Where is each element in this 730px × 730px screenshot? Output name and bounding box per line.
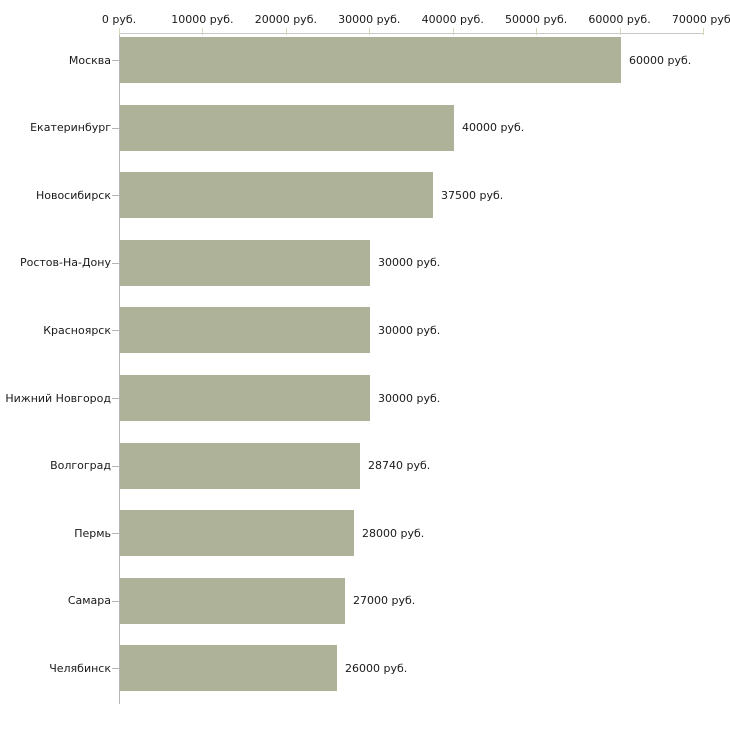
category-label: Нижний Новгород [5, 391, 111, 405]
x-axis-tick-label: 40000 руб. [421, 13, 484, 26]
bar [120, 442, 360, 489]
category-label: Екатеринбург [30, 121, 111, 135]
x-axis-tick [202, 28, 204, 35]
x-axis-tick [452, 28, 454, 35]
category-tick [112, 262, 119, 264]
x-axis-tick [619, 28, 621, 35]
bar-value-label: 60000 руб. [629, 53, 692, 67]
category-label: Москва [68, 53, 111, 67]
x-axis-line [119, 33, 703, 34]
bar-value-label: 27000 руб. [353, 594, 416, 608]
bar [120, 645, 337, 692]
bar [120, 37, 621, 83]
x-axis-tick [285, 28, 287, 35]
bar-value-label: 37500 руб. [441, 188, 504, 202]
x-axis-tick-label: 30000 руб. [338, 13, 401, 26]
bar-value-label: 28000 руб. [362, 526, 425, 540]
x-axis-tick [119, 28, 120, 35]
category-tick [112, 195, 119, 197]
category-label: Самара [67, 594, 111, 608]
bar [120, 375, 370, 421]
category-label: Новосибирск [35, 188, 111, 202]
bar [120, 510, 354, 557]
category-tick [112, 330, 119, 332]
category-label: Волгоград [50, 459, 111, 473]
x-axis-tick [703, 28, 704, 35]
category-label: Пермь [74, 526, 111, 540]
x-axis-tick-label: 60000 руб. [588, 13, 651, 26]
bar-value-label: 40000 руб. [462, 121, 525, 135]
category-label: Красноярск [43, 323, 111, 337]
bar [120, 577, 345, 624]
x-axis-tick-label: 0 руб. [101, 13, 137, 26]
category-tick [112, 60, 119, 61]
category-tick [112, 600, 119, 602]
y-axis-line [119, 33, 120, 704]
bar-value-label: 30000 руб. [378, 323, 441, 337]
category-tick [112, 668, 119, 670]
x-axis-tick [536, 28, 538, 35]
bar [120, 172, 433, 219]
category-tick [112, 465, 119, 467]
category-tick [112, 398, 119, 399]
bar-value-label: 30000 руб. [378, 391, 441, 405]
category-tick [112, 533, 119, 535]
category-label: Ростов-На-Дону [19, 256, 111, 270]
category-tick [112, 127, 119, 129]
bar [120, 104, 454, 151]
bar [120, 307, 370, 354]
bar-value-label: 28740 руб. [368, 459, 431, 473]
category-label: Челябинск [49, 661, 111, 675]
bar-value-label: 30000 руб. [378, 256, 441, 270]
bar-value-label: 26000 руб. [345, 661, 408, 675]
x-axis-tick-label: 50000 руб. [505, 13, 568, 26]
x-axis-tick-label: 70000 руб. [671, 13, 730, 26]
x-axis-tick [369, 28, 371, 35]
x-axis-tick-label: 10000 руб. [171, 13, 234, 26]
x-axis-tick-label: 20000 руб. [254, 13, 317, 26]
bar [120, 239, 370, 286]
